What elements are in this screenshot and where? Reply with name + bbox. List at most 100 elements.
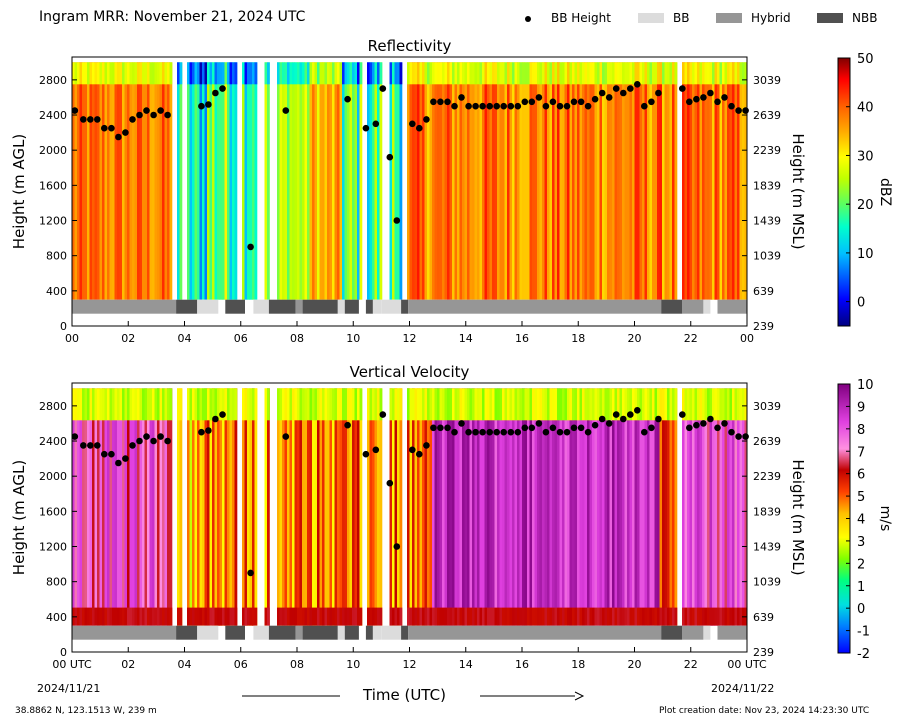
colorbar-tick-label: 7 bbox=[857, 445, 865, 460]
creation-date: Plot creation date: Nov 23, 2024 14:23:3… bbox=[659, 706, 870, 716]
velocity-column bbox=[99, 388, 103, 626]
bb-height-point bbox=[500, 102, 508, 110]
velocity-top-band bbox=[409, 388, 413, 421]
velocity-column bbox=[77, 388, 80, 626]
velocity-top-band bbox=[77, 388, 80, 421]
velocity-column bbox=[204, 388, 208, 626]
velocity-bottom-band bbox=[229, 607, 233, 626]
reflectivity-top-band bbox=[449, 62, 453, 85]
reflectivity-top-band bbox=[232, 62, 235, 85]
velocity-bottom-band bbox=[644, 607, 648, 626]
velocity-column bbox=[287, 388, 290, 626]
reflectivity-top-band bbox=[617, 62, 620, 85]
velocity-bottom-band bbox=[372, 607, 375, 626]
reflectivity-top-band bbox=[92, 62, 95, 85]
reflectivity-column bbox=[359, 62, 363, 300]
velocity-bottom-band bbox=[712, 607, 715, 626]
velocity-bottom-band bbox=[487, 607, 490, 626]
reflectivity-column bbox=[87, 62, 90, 300]
velocity-top-band bbox=[494, 388, 498, 421]
velocity-bottom-band bbox=[89, 607, 93, 626]
velocity-top-band bbox=[127, 388, 130, 421]
reflectivity-column bbox=[734, 62, 738, 300]
velocity-bottom-band bbox=[622, 607, 625, 626]
velocity-bottom-band bbox=[294, 607, 298, 626]
velocity-bottom-band bbox=[599, 607, 603, 626]
reflectivity-column bbox=[707, 62, 710, 300]
velocity-top-band bbox=[202, 388, 205, 421]
bb-height-point bbox=[143, 107, 150, 114]
velocity-column bbox=[519, 388, 523, 626]
reflectivity-column bbox=[427, 62, 430, 300]
bb-height-point bbox=[707, 415, 714, 423]
velocity-top-band bbox=[157, 388, 160, 421]
reflectivity-top-band bbox=[442, 62, 445, 85]
velocity-bottom-band bbox=[739, 607, 743, 626]
reflectivity-column bbox=[297, 62, 300, 300]
reflectivity-column bbox=[84, 62, 88, 300]
velocity-top-band bbox=[712, 388, 715, 421]
velocity-top-band bbox=[467, 388, 470, 421]
velocity-column bbox=[504, 388, 508, 626]
reflectivity-column bbox=[512, 62, 515, 300]
velocity-bottom-band bbox=[219, 607, 223, 626]
bb-height-point bbox=[648, 98, 655, 106]
bb-height-point bbox=[714, 98, 721, 106]
velocity-column bbox=[109, 388, 113, 626]
velocity-bottom-band bbox=[674, 607, 678, 626]
velocity-bottom-band bbox=[339, 607, 343, 626]
velocity-top-band bbox=[582, 388, 585, 421]
reflectivity-top-band bbox=[499, 62, 503, 85]
velocity-column bbox=[379, 388, 383, 626]
velocity-top-band bbox=[437, 388, 440, 421]
velocity-bottom-band bbox=[467, 607, 470, 626]
x-tick-label: 00 UTC bbox=[727, 658, 767, 671]
y-tick-label: 2000 bbox=[39, 470, 67, 483]
reflectivity-column bbox=[99, 62, 103, 300]
velocity-top-band bbox=[424, 388, 428, 421]
reflectivity-top-band bbox=[199, 62, 203, 85]
velocity-top-band bbox=[329, 388, 333, 421]
reflectivity-top-band bbox=[244, 62, 248, 85]
velocity-top-band bbox=[187, 388, 190, 421]
bb-height-point bbox=[416, 450, 423, 458]
reflectivity-column bbox=[557, 62, 560, 300]
reflectivity-column bbox=[159, 62, 163, 300]
velocity-column bbox=[534, 388, 538, 626]
reflectivity-top-band bbox=[739, 62, 743, 85]
velocity-top-band bbox=[449, 388, 453, 421]
velocity-column bbox=[202, 388, 205, 626]
reflectivity-column bbox=[692, 62, 695, 300]
bb-height-point bbox=[542, 428, 550, 436]
reflectivity-top-band bbox=[102, 62, 105, 85]
reflectivity-column bbox=[674, 62, 678, 300]
velocity-top-band bbox=[139, 388, 143, 421]
velocity-column bbox=[222, 388, 225, 626]
velocity-column bbox=[469, 388, 473, 626]
velocity-top-band bbox=[572, 388, 575, 421]
velocity-column bbox=[424, 388, 428, 626]
bb-height-point bbox=[556, 428, 564, 436]
bb-height-point bbox=[620, 89, 627, 97]
bb-height-point bbox=[693, 95, 700, 103]
bb-height-point bbox=[80, 116, 87, 123]
velocity-bottom-band bbox=[379, 607, 383, 626]
reflectivity-column bbox=[532, 62, 535, 300]
velocity-top-band bbox=[722, 388, 725, 421]
velocity-bottom-band bbox=[329, 607, 333, 626]
velocity-column bbox=[389, 388, 393, 626]
velocity-top-band bbox=[204, 388, 208, 421]
reflectivity-column bbox=[642, 62, 645, 300]
bb-height-point bbox=[686, 98, 693, 106]
reflectivity-top-band bbox=[504, 62, 508, 85]
velocity-column bbox=[264, 388, 268, 626]
velocity-top-band bbox=[74, 388, 78, 421]
reflectivity-column bbox=[139, 62, 143, 300]
reflectivity-column bbox=[132, 62, 135, 300]
velocity-column bbox=[104, 388, 108, 626]
reflectivity-top-band bbox=[144, 62, 148, 85]
velocity-column bbox=[132, 388, 135, 626]
velocity-top-band bbox=[99, 388, 103, 421]
velocity-top-band bbox=[577, 388, 580, 421]
velocity-top-band bbox=[167, 388, 170, 421]
